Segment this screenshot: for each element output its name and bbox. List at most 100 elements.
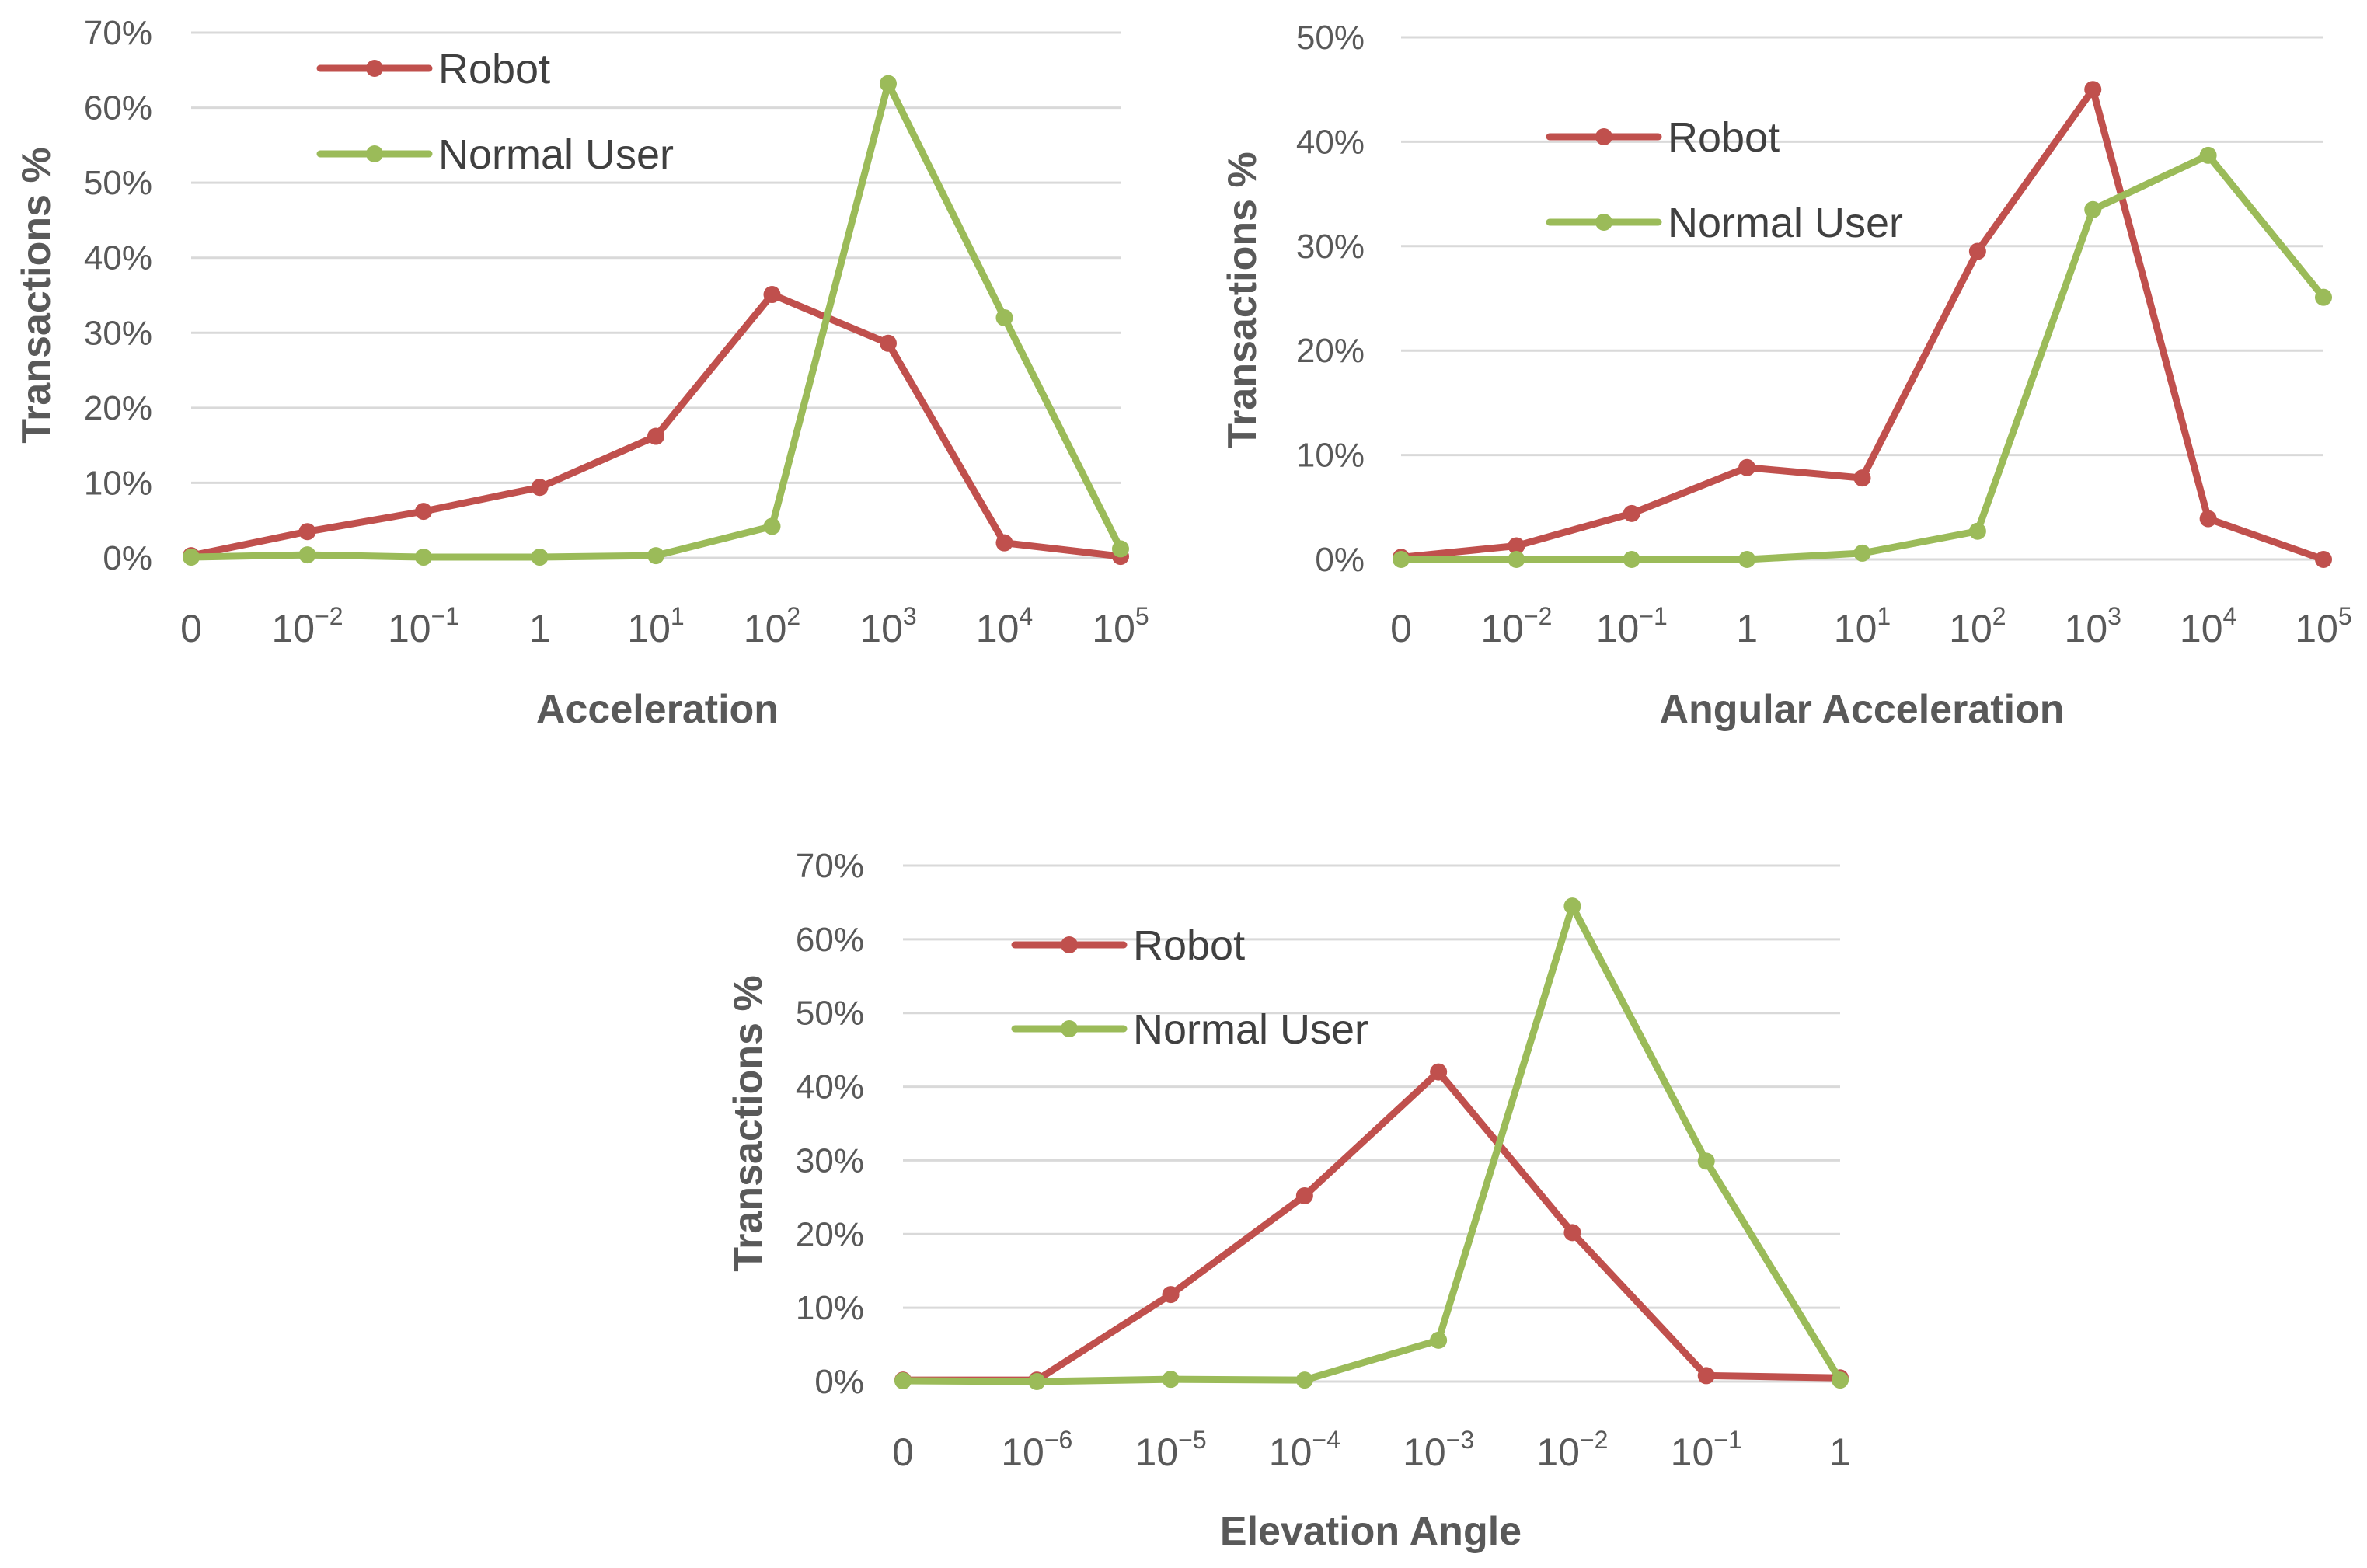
series-line-normal-user xyxy=(899,902,1844,1385)
data-point xyxy=(1393,551,1410,568)
legend-marker xyxy=(366,145,383,162)
data-point xyxy=(1295,1371,1313,1389)
y-tick-label: 50% xyxy=(796,995,864,1033)
y-tick-label: 0% xyxy=(103,539,152,577)
data-point xyxy=(1697,1367,1715,1385)
data-point xyxy=(1028,1373,1046,1390)
data-point xyxy=(531,549,549,566)
data-point xyxy=(2199,510,2217,528)
x-tick-label: 10−6 xyxy=(1001,1426,1072,1474)
y-tick-label: 50% xyxy=(1296,19,1365,57)
data-point xyxy=(531,479,549,497)
x-tick-label: 102 xyxy=(1949,602,2006,650)
data-point xyxy=(1430,1063,1448,1081)
legend-marker xyxy=(366,60,383,77)
y-tick-label: 10% xyxy=(796,1289,864,1327)
legend-marker xyxy=(1061,1020,1078,1037)
x-tick-label: 101 xyxy=(1834,602,1891,650)
data-point xyxy=(298,546,316,564)
legend-marker xyxy=(1061,936,1078,953)
legend-marker xyxy=(1595,214,1612,231)
y-tick-label: 20% xyxy=(84,389,152,427)
x-tick-label: 0 xyxy=(1390,607,1412,650)
x-tick-label: 1 xyxy=(1736,607,1758,650)
legend-item: Robot xyxy=(1011,922,1245,969)
y-axis-title: Transactions % xyxy=(14,147,59,443)
y-tick-label: 40% xyxy=(84,239,152,277)
y-axis-title: Transactions % xyxy=(1220,152,1265,448)
data-point xyxy=(995,534,1013,552)
legend-label: Normal User xyxy=(1668,200,1903,246)
y-tick-label: 60% xyxy=(84,89,152,127)
y-tick-label: 0% xyxy=(814,1363,864,1401)
data-point xyxy=(2315,288,2332,306)
series-line-robot xyxy=(1397,85,2327,563)
y-tick-label: 30% xyxy=(796,1141,864,1179)
legend-item: Normal User xyxy=(316,131,674,178)
data-point xyxy=(1563,897,1581,915)
y-tick-label: 40% xyxy=(796,1068,864,1106)
y-tick-label: 70% xyxy=(796,847,864,885)
data-point xyxy=(1430,1331,1448,1349)
data-point xyxy=(1853,469,1871,487)
x-tick-label: 10−1 xyxy=(1596,602,1668,650)
data-point xyxy=(2199,146,2217,164)
data-point xyxy=(647,547,664,565)
x-tick-label: 103 xyxy=(2065,602,2121,650)
y-tick-label: 30% xyxy=(84,314,152,352)
y-tick-label: 10% xyxy=(1296,437,1365,475)
data-point xyxy=(1738,458,1756,476)
x-tick-label: 0 xyxy=(180,607,202,650)
data-point xyxy=(2084,200,2102,218)
x-tick-label: 10−1 xyxy=(388,602,459,650)
data-point xyxy=(1162,1286,1180,1304)
legend-item: Robot xyxy=(1546,114,1780,161)
y-tick-label: 60% xyxy=(796,921,864,959)
x-tick-label: 1 xyxy=(529,607,551,650)
data-point xyxy=(763,517,781,535)
data-point xyxy=(1853,544,1871,562)
y-tick-label: 10% xyxy=(84,464,152,502)
data-point xyxy=(647,427,664,445)
data-point xyxy=(1508,537,1525,555)
chart-panel-2: 0% 10% 20% 30% 40% 50% 0 10−2 10−1 1 101 102 103 104 1… xyxy=(1220,19,2352,732)
x-tick-label: 105 xyxy=(2295,602,2351,650)
data-point xyxy=(1968,242,1986,260)
x-tick-label: 103 xyxy=(859,602,916,650)
chart-panel-1: 0% 10% 20% 30% 40% 50% 60% 70% 0 10−2 10−1 1 101 102 1… xyxy=(14,14,1149,732)
data-point xyxy=(880,334,897,352)
x-tick-label: 101 xyxy=(627,602,684,650)
x-tick-label: 10−4 xyxy=(1269,1426,1340,1474)
x-tick-label: 10−5 xyxy=(1135,1426,1207,1474)
legend-label: Robot xyxy=(1668,114,1780,161)
x-tick-label: 10−2 xyxy=(1536,1426,1608,1474)
data-point xyxy=(1295,1186,1313,1204)
legend-item: Normal User xyxy=(1546,200,1903,246)
legend-label: Normal User xyxy=(438,131,674,178)
y-tick-label: 40% xyxy=(1296,123,1365,161)
y-axis-title: Transactions % xyxy=(726,975,771,1271)
data-point xyxy=(183,549,200,566)
x-tick-label: 105 xyxy=(1092,602,1149,650)
legend-label: Robot xyxy=(1133,922,1245,969)
x-tick-label: 0 xyxy=(892,1430,914,1474)
data-point xyxy=(2315,551,2332,568)
x-tick-label: 10−1 xyxy=(1671,1426,1742,1474)
x-tick-label: 104 xyxy=(2180,602,2236,650)
y-tick-label: 30% xyxy=(1296,228,1365,266)
data-point xyxy=(415,549,432,566)
data-point xyxy=(995,308,1013,326)
x-tick-label: 102 xyxy=(744,602,800,650)
y-tick-label: 0% xyxy=(1315,541,1365,579)
legend-marker xyxy=(1595,128,1612,145)
data-point xyxy=(880,75,897,92)
y-tick-label: 50% xyxy=(84,164,152,202)
x-tick-label: 104 xyxy=(976,602,1033,650)
legend-label: Normal User xyxy=(1133,1006,1368,1053)
data-point xyxy=(1563,1224,1581,1242)
y-tick-label: 70% xyxy=(84,14,152,52)
legend-item: Normal User xyxy=(1011,1006,1368,1053)
data-point xyxy=(2084,81,2102,99)
y-tick-label: 20% xyxy=(796,1215,864,1253)
data-point xyxy=(1623,504,1640,522)
